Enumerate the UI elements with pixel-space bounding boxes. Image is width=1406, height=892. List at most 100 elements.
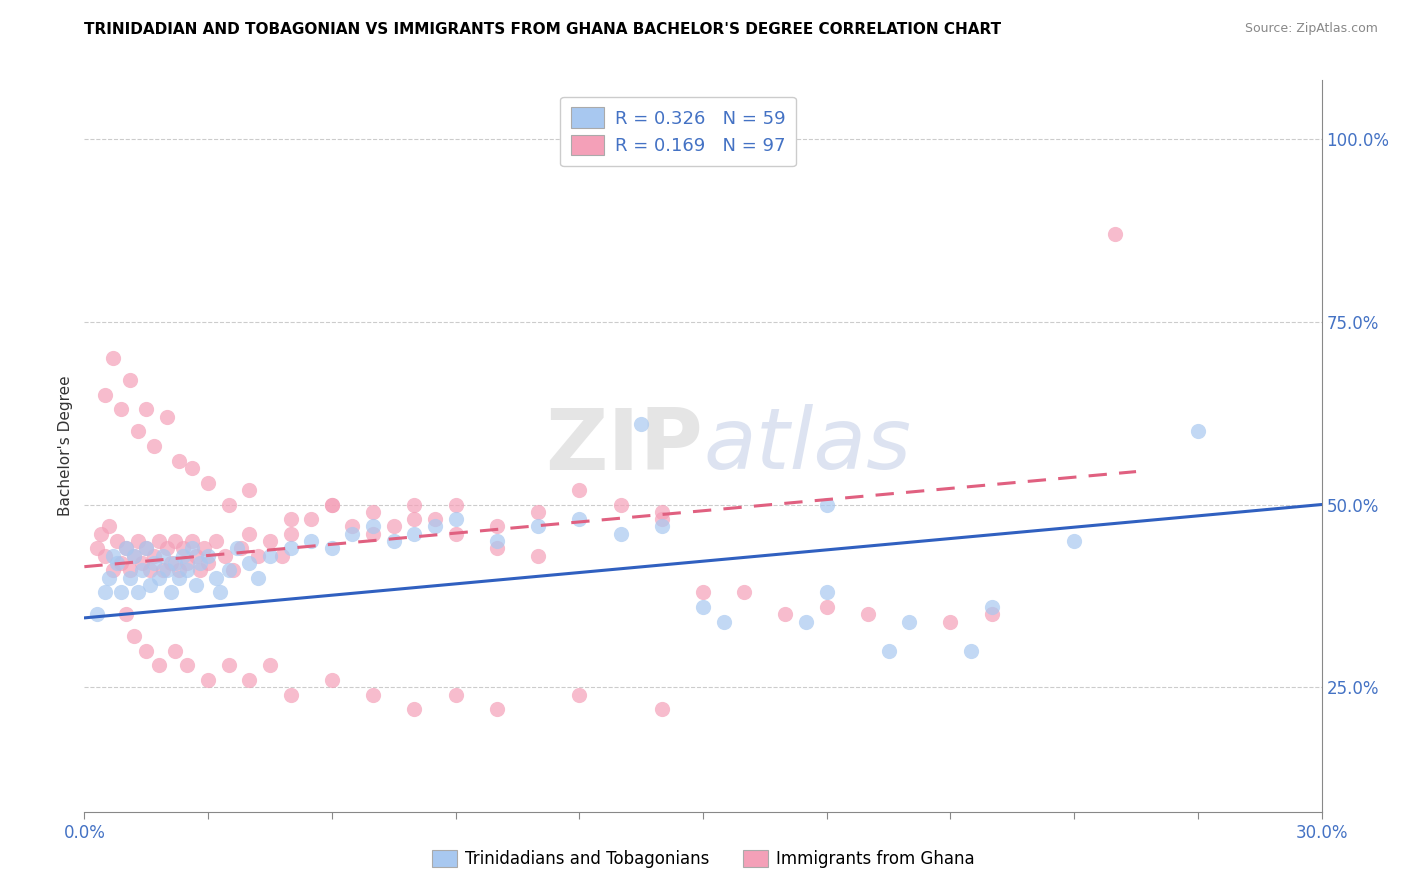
Point: [135, 644, 157, 658]
Point: [148, 534, 170, 549]
Point: [94, 549, 117, 563]
Point: [568, 688, 591, 702]
Point: [176, 556, 198, 570]
Point: [444, 688, 467, 702]
Point: [172, 541, 194, 556]
Point: [259, 534, 281, 549]
Point: [86, 607, 108, 622]
Point: [98, 519, 121, 533]
Point: [651, 512, 673, 526]
Point: [214, 549, 236, 563]
Point: [321, 498, 343, 512]
Point: [184, 578, 207, 592]
Point: [110, 402, 132, 417]
Point: [209, 585, 232, 599]
Point: [152, 563, 174, 577]
Point: [156, 541, 179, 556]
Point: [105, 556, 128, 570]
Text: ZIP: ZIP: [546, 404, 703, 488]
Point: [877, 644, 900, 658]
Point: [404, 512, 426, 526]
Point: [156, 409, 179, 424]
Point: [299, 534, 322, 549]
Point: [94, 585, 117, 599]
Point: [152, 549, 174, 563]
Text: Source: ZipAtlas.com: Source: ZipAtlas.com: [1244, 22, 1378, 36]
Point: [485, 534, 508, 549]
Point: [165, 644, 187, 658]
Point: [127, 534, 149, 549]
Point: [299, 512, 322, 526]
Point: [197, 673, 219, 687]
Point: [527, 549, 550, 563]
Point: [114, 541, 136, 556]
Point: [205, 571, 228, 585]
Point: [238, 556, 260, 570]
Point: [404, 526, 426, 541]
Point: [630, 417, 652, 431]
Point: [135, 541, 157, 556]
Point: [193, 541, 215, 556]
Point: [238, 673, 260, 687]
Point: [651, 519, 673, 533]
Point: [485, 541, 508, 556]
Point: [280, 526, 302, 541]
Point: [105, 534, 128, 549]
Point: [167, 453, 190, 467]
Point: [794, 615, 817, 629]
Point: [127, 585, 149, 599]
Point: [361, 688, 384, 702]
Point: [651, 505, 673, 519]
Point: [939, 615, 962, 629]
Point: [527, 519, 550, 533]
Point: [280, 541, 302, 556]
Point: [197, 556, 219, 570]
Point: [165, 556, 187, 570]
Point: [246, 549, 269, 563]
Point: [404, 498, 426, 512]
Point: [692, 599, 714, 614]
Point: [172, 549, 194, 563]
Point: [197, 549, 219, 563]
Point: [568, 512, 591, 526]
Point: [188, 556, 211, 570]
Point: [342, 519, 364, 533]
Point: [188, 563, 211, 577]
Point: [280, 688, 302, 702]
Point: [122, 629, 145, 643]
Point: [246, 571, 269, 585]
Point: [226, 541, 249, 556]
Point: [167, 563, 190, 577]
Point: [361, 519, 384, 533]
Point: [423, 519, 446, 533]
Point: [118, 373, 141, 387]
Legend: R = 0.326   N = 59, R = 0.169   N = 97: R = 0.326 N = 59, R = 0.169 N = 97: [561, 96, 796, 166]
Point: [361, 526, 384, 541]
Point: [485, 702, 508, 716]
Point: [135, 402, 157, 417]
Point: [110, 556, 132, 570]
Point: [815, 599, 838, 614]
Point: [342, 526, 364, 541]
Point: [180, 541, 202, 556]
Point: [321, 673, 343, 687]
Point: [980, 607, 1002, 622]
Point: [205, 534, 228, 549]
Point: [960, 644, 983, 658]
Legend: Trinidadians and Tobagonians, Immigrants from Ghana: Trinidadians and Tobagonians, Immigrants…: [425, 843, 981, 875]
Point: [143, 439, 166, 453]
Point: [160, 585, 183, 599]
Point: [160, 556, 183, 570]
Point: [131, 563, 153, 577]
Point: [222, 563, 245, 577]
Y-axis label: Bachelor's Degree: Bachelor's Degree: [58, 376, 73, 516]
Point: [609, 498, 631, 512]
Point: [143, 556, 166, 570]
Text: TRINIDADIAN AND TOBAGONIAN VS IMMIGRANTS FROM GHANA BACHELOR'S DEGREE CORRELATIO: TRINIDADIAN AND TOBAGONIAN VS IMMIGRANTS…: [84, 22, 1001, 37]
Point: [444, 526, 467, 541]
Point: [423, 512, 446, 526]
Point: [118, 571, 141, 585]
Point: [713, 615, 735, 629]
Point: [444, 498, 467, 512]
Point: [176, 563, 198, 577]
